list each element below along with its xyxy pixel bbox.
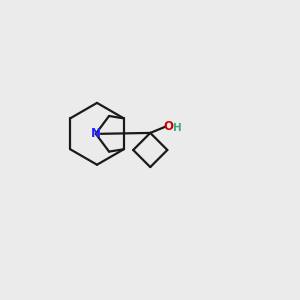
Text: N: N — [91, 127, 101, 140]
Text: O: O — [163, 120, 173, 133]
Text: H: H — [173, 123, 182, 133]
